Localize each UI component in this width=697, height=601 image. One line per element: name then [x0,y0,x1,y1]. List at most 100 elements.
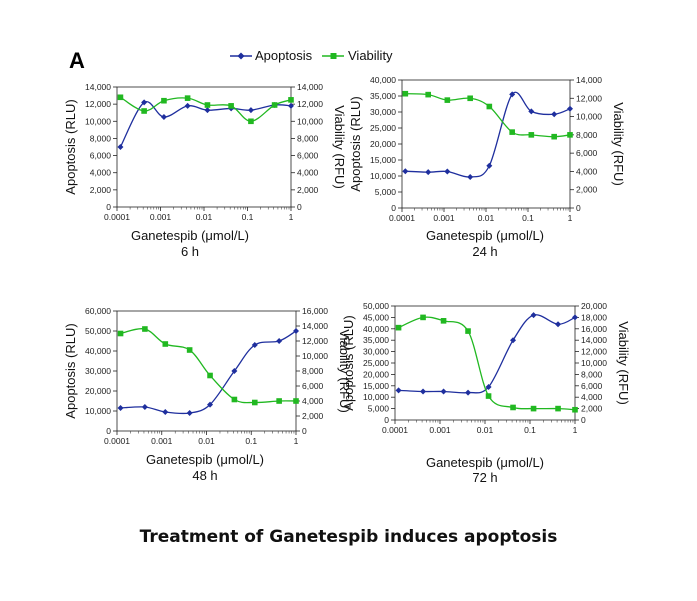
apoptosis-data-point [485,383,492,390]
viability-data-point [207,372,213,379]
y-right-tick-label: 10,000 [302,351,328,361]
y-right-tick-label: 10,000 [581,358,607,368]
viability-data-point [465,328,471,334]
chart-3: 0.0001 0.001 0.01 0.1 105,00010,00015,00020,… [341,301,631,485]
x-axis-label: Ganetespib (μmol/L) [131,228,249,243]
viability-data-point [276,398,282,404]
apoptosis-data-point [251,342,258,348]
viability-data-point [528,132,535,138]
viability-data-point [402,90,409,97]
apoptosis-data-point [567,105,573,112]
legend-apoptosis-label: Apoptosis [255,48,313,63]
apoptosis-data-point [465,389,472,396]
apoptosis-data-point [231,368,238,374]
apoptosis-data-point [204,107,211,114]
panel-letter: A [69,48,85,73]
viability-data-point [231,396,238,403]
x-axis-label: Ganetespib (μmol/L) [426,228,544,243]
x-tick-label: 0.001 [151,436,173,446]
apoptosis-data-point [288,102,294,109]
viability-data-point [551,133,557,140]
y-left-tick-label: 10,000 [85,406,111,416]
viability-data-point [444,97,451,103]
x-tick-label: 0.01 [477,425,494,435]
viability-data-point [293,398,299,404]
y-right-tick-label: 18,000 [581,312,607,322]
y-right-tick-label: 12,000 [576,93,602,103]
apoptosis-data-point [276,338,283,344]
y-right-tick-label: 14,000 [581,335,607,345]
y-right-tick-label: 6,000 [576,148,598,158]
y-left-tick-label: 20,000 [85,386,111,396]
y-left-tick-label: 35,000 [363,335,389,345]
viability-data-point [567,132,573,138]
y-left-tick-label: 2,000 [90,185,112,195]
x-tick-label: 0.1 [524,425,536,435]
viability-series-line [120,328,297,404]
y-right-tick-label: 16,000 [302,306,328,316]
figure-caption: Treatment of Ganetespib induces apoptosi… [139,527,558,547]
viability-data-point [530,405,537,412]
y-left-tick-label: 5,000 [368,404,390,414]
apoptosis-data-point [420,388,427,395]
apoptosis-data-point [440,388,447,395]
viability-data-point [425,91,431,98]
x-tick-label: 1 [294,436,299,446]
y-left-tick-label: 25,000 [363,358,389,368]
apoptosis-data-point [530,312,537,319]
viability-data-point [117,94,124,101]
y-left-tick-label: 40,000 [370,75,396,85]
x-axis-label: Ganetespib (μmol/L) [426,455,544,470]
apoptosis-data-point [293,328,299,334]
apoptosis-data-point [117,144,124,150]
chart-0: 0.0001 0.001 0.01 0.1 102,0004,0006,0008,000… [63,82,347,259]
y-left-axis-label: Apoptosis (RLU) [341,315,356,410]
y-right-tick-label: 20,000 [581,301,607,311]
viability-data-point [420,314,426,321]
y-right-tick-label: 2,000 [581,404,603,414]
x-tick-label: 0.1 [245,436,257,446]
y-right-tick-label: 4,000 [297,168,319,178]
y-right-tick-label: 4,000 [581,392,603,402]
y-right-tick-label: 14,000 [297,82,323,92]
y-left-tick-label: 0 [391,203,396,213]
y-right-axis-label: Viability (RFU) [337,329,352,413]
x-tick-label: 0.0001 [104,436,130,446]
y-left-tick-label: 0 [106,202,111,212]
y-left-tick-label: 20,000 [370,139,396,149]
plot-frame [116,86,292,208]
y-right-tick-label: 6,000 [302,381,324,391]
y-right-tick-label: 6,000 [297,151,319,161]
y-left-tick-label: 6,000 [90,151,112,161]
y-left-tick-label: 30,000 [85,366,111,376]
y-right-tick-label: 16,000 [581,324,607,334]
viability-data-point [161,97,167,104]
y-right-tick-label: 12,000 [302,336,328,346]
viability-data-point [228,103,234,109]
x-tick-label: 0.0001 [382,425,408,435]
y-right-tick-label: 12,000 [581,347,607,357]
viability-data-point [288,97,294,103]
apoptosis-data-point [555,321,562,328]
charts-group: 0.0001 0.001 0.01 0.1 102,0004,0006,0008,000… [63,75,631,485]
x-tick-label: 0.01 [196,212,213,222]
y-left-tick-label: 50,000 [85,326,111,336]
apoptosis-data-point [509,91,516,98]
legend-viability-marker [330,53,337,59]
time-point-label: 24 h [472,244,497,259]
apoptosis-data-point [160,114,167,120]
apoptosis-data-point [395,387,402,394]
y-left-tick-label: 20,000 [363,369,389,379]
apoptosis-data-point [117,405,124,411]
apoptosis-data-point [141,99,148,106]
apoptosis-data-point [510,337,517,344]
legend-viability-label: Viability [348,48,393,63]
apoptosis-data-point [162,409,169,415]
y-right-tick-label: 0 [581,415,586,425]
y-left-tick-label: 8,000 [90,133,112,143]
plot-frame [394,305,576,421]
y-left-tick-label: 12,000 [85,99,111,109]
y-right-tick-label: 8,000 [581,369,603,379]
apoptosis-data-point [528,108,535,115]
viability-data-point [204,102,211,108]
